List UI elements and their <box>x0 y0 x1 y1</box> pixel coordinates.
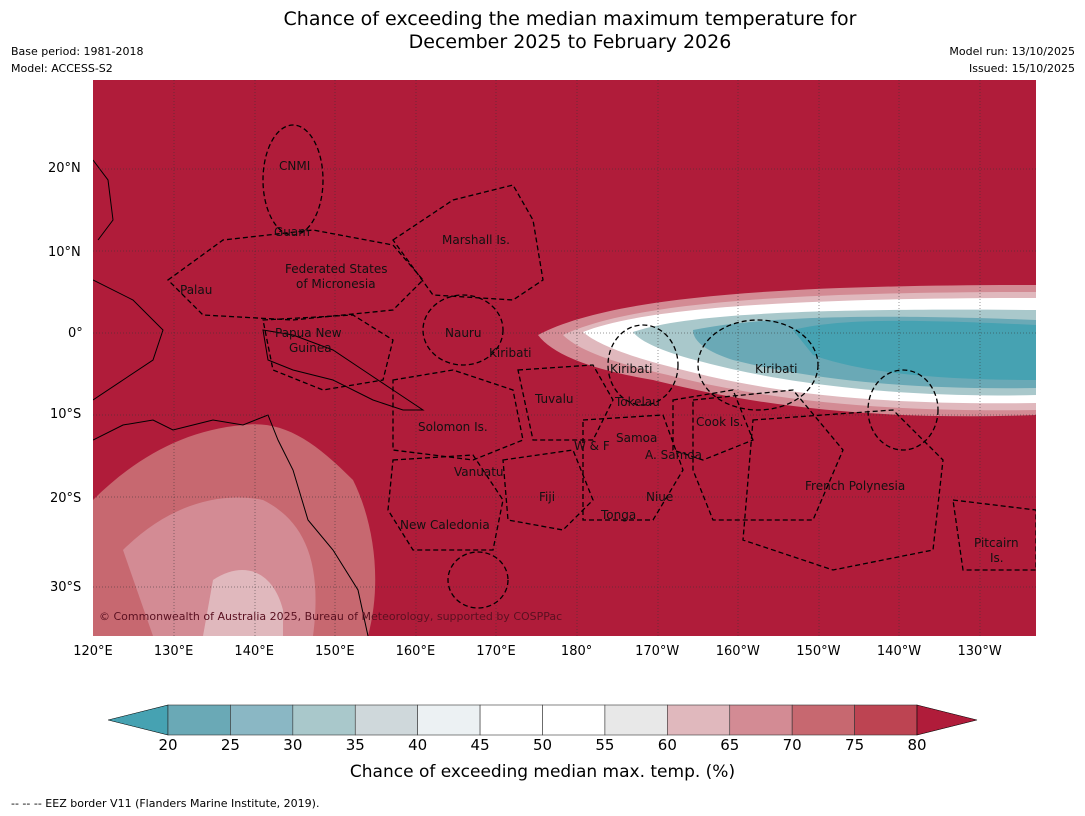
colorbar-tick: 50 <box>532 736 553 754</box>
region-label-wallis-futuna: W & F <box>574 439 610 453</box>
colorbar-tick: 40 <box>408 736 428 754</box>
issued-date: Issued: 15/10/2025 <box>968 62 1075 75</box>
map-canvas <box>92 80 1037 637</box>
lon-tick: 120°E <box>73 644 113 659</box>
colorbar-under-arrow <box>108 704 169 736</box>
colorbar-tick: 65 <box>720 736 740 754</box>
colorbar-tick: 75 <box>845 736 865 754</box>
colorbar-cell <box>354 704 418 736</box>
region-label-niue: Niue <box>646 490 674 504</box>
lat-tick: 10°S <box>50 407 82 422</box>
region-label-new-caledonia: New Caledonia <box>400 518 490 532</box>
region-label-palau: Palau <box>180 283 213 297</box>
lat-tick: 10°N <box>48 245 81 260</box>
colorbar-over-arrow <box>916 704 978 736</box>
lat-tick: 20°S <box>50 491 82 506</box>
probability-band <box>538 285 1036 417</box>
title-line-2: December 2025 to February 2026 <box>408 31 732 53</box>
australia-warm-pattern <box>93 424 376 636</box>
region-label-solomon-islands: Solomon Is. <box>418 420 488 434</box>
region-label-french-polynesia: French Polynesia <box>805 479 906 493</box>
lon-tick: 160°W <box>715 644 760 659</box>
colorbar-tick: 70 <box>782 736 802 754</box>
region-label-kiribati-west: Kiribati <box>489 346 532 360</box>
map-panel: CNMI Guam Marshall Is. Federated States … <box>92 80 1037 637</box>
lon-tick: 140°E <box>234 644 274 659</box>
colorbar-cell <box>791 704 855 736</box>
lat-tick: 20°N <box>48 161 81 176</box>
copyright-notice: © Commonwealth of Australia 2025, Bureau… <box>99 610 563 623</box>
region-label-american-samoa: A. Samoa <box>645 448 702 462</box>
colorbar-cell <box>854 704 918 736</box>
colorbar-tick: 20 <box>158 736 178 754</box>
colorbar-cell <box>479 704 543 736</box>
region-label-cnmi: CNMI <box>279 159 311 173</box>
region-label-tokelau: Tokelau <box>615 395 660 409</box>
colorbar-tick: 35 <box>345 736 365 754</box>
region-label-nauru: Nauru <box>445 326 482 340</box>
grid-lines <box>93 80 1036 636</box>
region-label-pitcairn-1: Pitcairn <box>974 536 1019 550</box>
colorbar-tick: 45 <box>470 736 490 754</box>
region-label-tonga: Tonga <box>601 508 637 522</box>
region-label-marshall-islands: Marshall Is. <box>442 233 510 247</box>
base-period: Base period: 1981-2018 <box>11 45 144 58</box>
colorbar-cell <box>542 704 606 736</box>
region-label-micronesia-2: of Micronesia <box>296 277 376 291</box>
region-label-samoa: Samoa <box>616 431 658 445</box>
lon-tick: 140°W <box>876 644 922 659</box>
figure-title: Chance of exceeding the median maximum t… <box>0 8 1085 54</box>
colorbar-cell <box>667 704 731 736</box>
colorbar-tick: 25 <box>220 736 240 754</box>
lon-tick: 170°W <box>635 644 680 659</box>
land-outlines <box>92 159 425 637</box>
colorbar-cell <box>167 704 231 736</box>
lon-tick: 150°W <box>796 644 841 659</box>
region-label-cook-islands: Cook Is. <box>696 415 744 429</box>
region-label-png-2: Guinea <box>289 341 332 355</box>
colorbar-cell <box>292 704 356 736</box>
colorbar-tick: 60 <box>657 736 677 754</box>
eez-footnote: -- -- -- EEZ border V11 (Flanders Marine… <box>11 797 320 810</box>
colorbar-tick: 30 <box>283 736 303 754</box>
colorbar-tick: 55 <box>595 736 615 754</box>
lon-tick: 160°E <box>395 644 436 659</box>
region-label-vanuatu: Vanuatu <box>454 465 504 479</box>
colorbar-cell <box>604 704 668 736</box>
region-label-kiribati-east: Kiribati <box>755 362 798 376</box>
lon-tick: 130°W <box>957 644 1002 659</box>
lat-tick: 30°S <box>50 580 82 595</box>
model-run: Model run: 13/10/2025 <box>949 45 1075 58</box>
model-name: Model: ACCESS-S2 <box>11 62 113 75</box>
lon-tick: 130°E <box>153 644 194 659</box>
region-label-micronesia-1: Federated States <box>285 262 388 276</box>
region-label-kiribati-central: Kiribati <box>610 362 653 376</box>
eez-borders <box>167 124 1037 609</box>
lat-tick: 0° <box>68 326 83 341</box>
region-label-tuvalu: Tuvalu <box>535 392 574 406</box>
region-label-fiji: Fiji <box>539 490 556 504</box>
title-line-1: Chance of exceeding the median maximum t… <box>283 8 857 30</box>
colorbar-tick: 80 <box>907 736 927 754</box>
lon-tick: 180° <box>560 644 593 659</box>
colorbar-label: Chance of exceeding median max. temp. (%… <box>349 762 736 782</box>
lon-tick: 170°E <box>476 644 516 659</box>
region-label-guam: Guam <box>274 225 310 239</box>
colorbar-cell <box>417 704 481 736</box>
region-label-pitcairn-2: Is. <box>990 551 1004 565</box>
colorbar-cell <box>729 704 793 736</box>
colorbar-cell <box>230 704 294 736</box>
colorbar <box>108 704 978 736</box>
lon-tick: 150°E <box>315 644 355 659</box>
region-label-png-1: Papua New <box>275 326 342 340</box>
